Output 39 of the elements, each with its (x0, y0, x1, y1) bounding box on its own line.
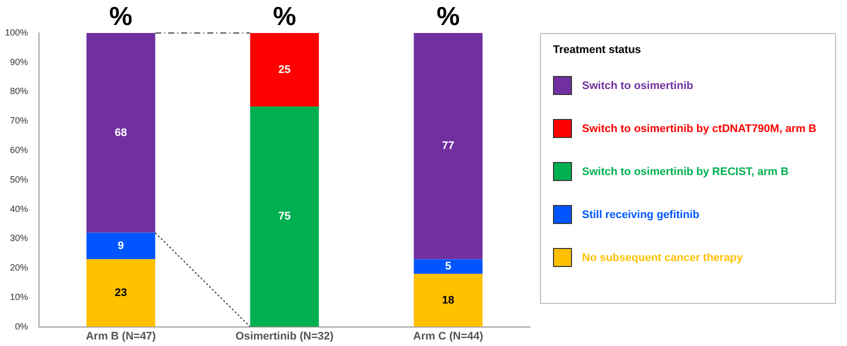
data-label: 68 (114, 126, 127, 139)
y-tick-label: 100% (4, 27, 28, 38)
bar (414, 274, 483, 327)
bar (86, 33, 156, 233)
legend-label: Switch to osimertinib (582, 80, 694, 92)
data-label: 5 (445, 260, 452, 273)
legend-title: Treatment status (553, 44, 642, 56)
legend-label: Switch to osimertinib by ctDNAT790M, arm B (582, 122, 817, 134)
data-label: 77 (442, 140, 454, 152)
bar (250, 106, 319, 327)
bar (86, 259, 156, 327)
data-label: 9 (118, 240, 124, 252)
y-tick-label: 10% (10, 292, 28, 302)
bar (414, 259, 483, 274)
legend-label: Switch to osimertinib by RECIST, arm B (582, 166, 789, 178)
y-tick-label: 40% (10, 204, 28, 214)
y-tick-label: 80% (10, 86, 28, 96)
bar (250, 33, 319, 106)
annotation: % (436, 1, 460, 32)
annotation: % (272, 1, 296, 32)
data-label: 25 (278, 64, 291, 76)
y-tick-label: 50% (10, 174, 28, 184)
legend-label: No subsequent cancer therapy (582, 252, 743, 264)
x-tick-label: Osimertinib (N=32) (235, 330, 334, 342)
x-tick-label: Arm C (N=44) (413, 330, 484, 342)
y-tick-label: 70% (10, 116, 28, 126)
y-tick-label: 30% (10, 233, 28, 244)
y-tick-label: 0% (15, 321, 28, 332)
data-label: 18 (442, 294, 454, 306)
annotation: % (109, 1, 132, 32)
x-tick-label: Arm B (N=47) (86, 330, 156, 342)
bar (414, 33, 483, 260)
y-tick-label: 90% (10, 56, 28, 67)
y-tick-label: 20% (10, 262, 28, 273)
data-label: 23 (114, 287, 127, 300)
data-label: 75 (278, 210, 291, 223)
bar (86, 232, 156, 260)
legend-label: Still receiving gefitinib (582, 208, 700, 220)
y-tick-label: 60% (10, 145, 28, 156)
